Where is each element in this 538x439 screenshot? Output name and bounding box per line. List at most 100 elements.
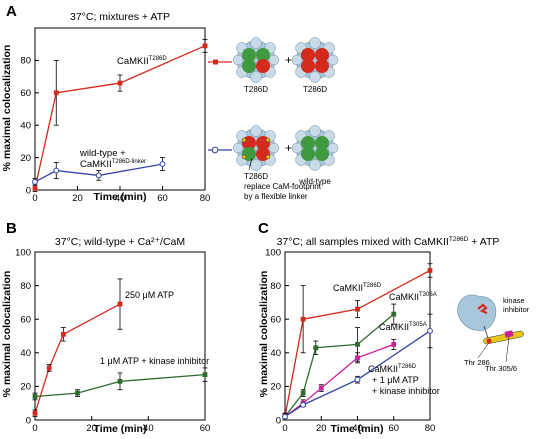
data-point-b-0-1: [46, 365, 52, 371]
chart-c-ylabel: % maximal colocalization: [258, 271, 270, 398]
chart-b-frame: [34, 251, 206, 421]
chart-a-ylabel: % maximal colocalization: [1, 45, 13, 172]
diagram-a-pointer: [248, 157, 253, 171]
y-tick-label-100: 100: [265, 247, 281, 258]
data-point-c-3-2: [354, 376, 361, 383]
thr305-site: [504, 330, 514, 338]
holoenzyme-wild-type: [291, 125, 339, 171]
x-tick-label-40: 40: [143, 423, 154, 434]
panel-a-title: 37°C; mixtures + ATP: [70, 11, 170, 23]
y-tick-label-60: 60: [20, 315, 31, 326]
series-label-wt-linker-a: wild-type +: [79, 148, 126, 159]
thr305-pointer: [505, 336, 510, 363]
kinase-diagram: kinase inhibitor Thr 286 Thr 305/6: [457, 294, 530, 373]
series-label-camkii-t286d-a: CaMKIIT286D: [117, 56, 167, 67]
data-point-c-3-1: [300, 401, 307, 408]
y-tick-label-80: 80: [270, 281, 281, 292]
holoenzyme-linker: [232, 125, 280, 171]
data-point-c-2-4: [391, 342, 397, 347]
series-label-c-inhibitor-1: CaMKIIT286D: [368, 364, 417, 374]
data-point-c-1-4: [391, 311, 397, 317]
series-label-c-inhibitor-3: + kinase inhibitor: [372, 386, 440, 396]
series-label-250-atp: 250 μM ATP: [125, 290, 174, 300]
data-point-b-1-3: [202, 372, 208, 378]
series-label-c-t305a: CaMKIIT305A: [379, 322, 427, 332]
x-tick-label-40: 40: [352, 423, 363, 434]
series-line-b-0: [34, 303, 121, 414]
series-label-c-inhibitor-2: + 1 μM ATP: [372, 375, 419, 385]
holoenzyme-t286d-red: [291, 37, 339, 83]
panel-c: C 37°C; all samples mixed with CaMKIIT28…: [258, 220, 530, 435]
data-point-c-1-1: [300, 390, 306, 396]
data-point-c-0-3: [427, 268, 433, 273]
data-point-a-1-3: [159, 161, 166, 167]
series-line-b-1: [34, 373, 206, 398]
x-tick-label-20: 20: [86, 423, 97, 434]
thr286-label: Thr 286: [464, 358, 490, 367]
data-point-b-1-0: [32, 394, 38, 399]
y-tick-label-40: 40: [270, 348, 281, 359]
series-line-a-0: [34, 45, 206, 189]
diagram-a-label-bottom-2: replace CaM-footprint: [244, 182, 322, 191]
thr286-site: [486, 338, 492, 344]
y-tick-label-80: 80: [20, 281, 31, 292]
diagram-a-label-bottom-1: T286D: [244, 172, 268, 181]
diagram-a-plus-1: +: [285, 53, 292, 67]
data-point-c-0-1: [300, 316, 306, 322]
y-tick-label-80: 80: [20, 56, 31, 67]
chart-c-xlabel: Time (min): [331, 423, 384, 435]
x-tick-label-80: 80: [200, 193, 211, 204]
kinase-domain-shape: [457, 294, 497, 331]
chart-b-marks: [32, 278, 208, 418]
data-point-b-1-2: [117, 378, 123, 384]
panel-b: B 37°C; wild-type + Ca²⁺/CaM 0 20 40 60 0 20 4…: [1, 220, 210, 435]
y-tick-label-20: 20: [270, 382, 281, 393]
data-point-a-0-2: [117, 80, 123, 86]
diagram-a-plus-2: +: [285, 141, 292, 155]
data-point-b-0-0: [32, 410, 38, 416]
diagram-a-label-top-right: T286D: [303, 85, 327, 94]
x-tick-label-60: 60: [200, 423, 211, 434]
chart-a-marks: [32, 38, 208, 193]
diagram-a-label-top-left: T286D: [244, 85, 268, 94]
kinase-inhibitor-label-1: kinase: [503, 296, 525, 305]
y-tick-label-40: 40: [20, 348, 31, 359]
series-label-wt-linker-a-2: CaMKIIT286D-linker: [80, 159, 146, 170]
panel-b-letter: B: [6, 220, 17, 237]
data-point-c-2-3: [355, 355, 360, 361]
kinase-linker: [483, 325, 489, 339]
data-point-c-2-2: [318, 385, 324, 391]
data-point-b-0-2: [60, 331, 66, 337]
x-tick-label-20: 20: [72, 193, 83, 204]
regulatory-segment: [483, 330, 524, 345]
data-point-a-1-0: [32, 179, 38, 185]
y-tick-label-20: 20: [20, 153, 31, 164]
panel-b-title: 37°C; wild-type + Ca²⁺/CaM: [55, 236, 185, 248]
panel-c-title: 37°C; all samples mixed with CaMKIIT286D…: [277, 236, 500, 248]
data-point-a-0-0: [32, 185, 38, 191]
y-tick-label-100: 100: [15, 247, 31, 258]
x-tick-label-60: 60: [388, 423, 399, 434]
series-label-c-t306a: CaMKIIT306A: [389, 292, 437, 302]
data-point-c-1-2: [313, 345, 319, 351]
chart-c-marks: [282, 263, 433, 421]
chart-a-xlabel: Time (min): [94, 191, 147, 203]
diagram-a-label-bottom-right: wild-type: [298, 177, 331, 186]
thr286-pointer: [477, 343, 489, 359]
x-tick-label-20: 20: [316, 423, 327, 434]
data-point-a-1-1: [53, 167, 60, 174]
data-point-c-1-3: [355, 342, 360, 347]
y-tick-label-0: 0: [26, 185, 31, 196]
y-tick-label-60: 60: [20, 88, 31, 99]
y-tick-label-60: 60: [270, 315, 281, 326]
connector-red-marker: [213, 59, 218, 65]
diagram-a-label-bottom-3: by a flexible linker: [244, 192, 308, 201]
data-point-b-1-1: [75, 390, 80, 396]
x-tick-label-40: 40: [115, 193, 126, 204]
chart-c-axes: 0 20 40 60 80 0 20 40 60 80 100: [265, 247, 435, 434]
data-point-a-0-3: [202, 43, 208, 49]
panel-a-letter: A: [6, 3, 17, 20]
data-point-b-0-3: [117, 301, 123, 307]
data-point-a-0-1: [53, 90, 59, 96]
